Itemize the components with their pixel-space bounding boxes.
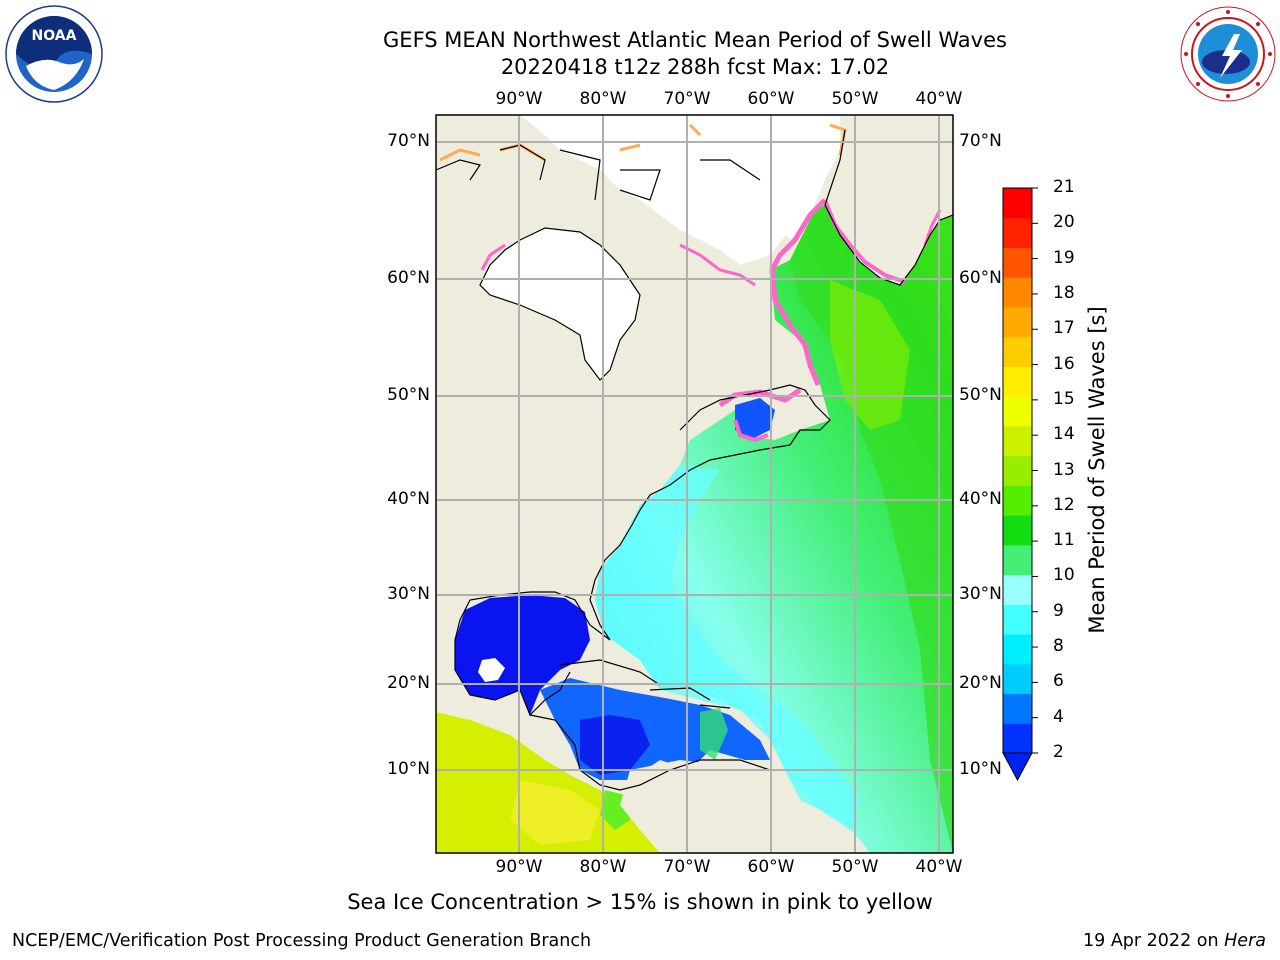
colorbar-segment [1003,455,1032,486]
colorbar-tick-label: 4 [1053,706,1064,727]
colorbar-tick-label: 19 [1053,247,1075,268]
map-field [436,115,953,853]
ice-edge-east-greenland [923,209,942,246]
colorbar-segment [1003,544,1032,576]
caribbean-dark-patch [580,715,650,775]
chart-title-line1: GEFS MEAN Northwest Atlantic Mean Period… [383,28,1007,52]
colorbar-segment [1003,188,1032,219]
lon-label-bottom-40w: 40°W [915,857,963,877]
lat-label-left-50n: 50°N [387,385,430,405]
colorbar-segment [1003,217,1032,248]
lat-label-right-70n: 70°N [959,131,1002,151]
lat-label-left-10n: 10°N [387,759,430,779]
lon-label-top-80w: 80°W [579,89,627,109]
colorbar-tick-label: 11 [1053,530,1075,551]
nws-logo-icon [1180,6,1276,102]
colorbar-tick-label: 15 [1053,388,1075,409]
lat-label-right-10n: 10°N [959,759,1002,779]
lon-label-bottom-70w: 70°W [663,857,711,877]
lat-label-left-70n: 70°N [387,131,430,151]
lat-label-right-40n: 40°N [959,489,1002,509]
footer-machine: Hera [1224,931,1266,951]
lat-label-right-50n: 50°N [959,385,1002,405]
colorbar-segment [1003,723,1032,754]
colorbar-tick-label: 18 [1053,282,1075,303]
graticule [436,115,953,853]
lat-label-right-60n: 60°N [959,268,1002,288]
lon-label-bottom-80w: 80°W [579,857,627,877]
footer-date: 19 Apr 2022 on Hera [1083,931,1266,951]
lon-label-bottom-90w: 90°W [495,857,543,877]
colorbar-segment [1003,604,1032,635]
colorbar-segment [1003,693,1032,724]
green-swell-band [790,205,953,853]
coastlines [436,129,953,791]
lon-label-bottom-50w: 50°W [831,857,879,877]
south-america-yellow-patch [510,780,600,845]
colorbar-tick-label: 9 [1053,600,1064,621]
gulf-white-patch [478,658,505,682]
lon-label-top-60w: 60°W [747,89,795,109]
lon-label-top-70w: 70°W [663,89,711,109]
colorbar-tick-label: 21 [1053,177,1075,197]
colorbar-tick-label: 13 [1053,459,1075,480]
lon-label-bottom-60w: 60°W [747,857,795,877]
colorbar-tick-label: 10 [1053,565,1075,586]
map-frame [435,114,954,854]
colorbar-segment [1003,485,1032,516]
colorbar-segment [1003,336,1032,367]
colorbar-tick-label: 16 [1053,353,1075,374]
colorbar-segment [1003,277,1032,308]
lat-label-left-20n: 20°N [387,673,430,693]
lat-label-left-60n: 60°N [387,268,430,288]
colorbar-segment [1003,247,1032,278]
ice-edge-gulf [733,419,769,443]
colorbar-tick-label: 8 [1053,636,1064,657]
colorbar-title: Mean Period of Swell Waves [s] [1085,306,1109,634]
noaa-logo-text: NOAA [32,28,77,44]
gulf-stlawrence-field [735,398,775,440]
sea-ice-caption: Sea Ice Concentration > 15% is shown in … [347,890,933,914]
colorbar-tick-label: 14 [1053,424,1075,445]
colorbar-segment [1003,396,1032,427]
colorbar-segment [1003,574,1032,605]
footer-date-text: 19 Apr 2022 on [1083,931,1225,951]
footer-credit: NCEP/EMC/Verification Post Processing Pr… [12,931,592,951]
lon-label-top-50w: 50°W [831,89,879,109]
colorbar-extend-arrow [1002,752,1033,782]
lat-label-left-40n: 40°N [387,489,430,509]
lon-label-top-40w: 40°W [915,89,963,109]
colorbar [1002,187,1038,782]
chart-title-line2: 20220418 t12z 288h fcst Max: 17.02 [500,55,890,79]
coastal-cyan-band [595,465,860,830]
colorbar-tick-label: 20 [1053,212,1075,233]
lat-label-right-20n: 20°N [959,673,1002,693]
caribbean-green-plume [700,708,728,760]
lat-label-right-30n: 30°N [959,584,1002,604]
colorbar-tick-label: 6 [1053,671,1064,692]
ice-edge-westhudson [480,243,506,271]
colorbar-segment [1003,306,1032,338]
arctic-channels-white [520,115,790,265]
south-america-land [620,760,865,853]
colorbar-tick-label: 2 [1053,742,1064,762]
colorbar-segment [1003,663,1032,695]
noaa-logo-icon: NOAA [5,5,103,103]
yellowgreen-patch [830,280,910,430]
colorbar-segment [1003,515,1032,546]
colorbar-tick-label: 12 [1053,494,1075,515]
lon-label-top-90w: 90°W [495,89,543,109]
colorbar-segment [1003,634,1032,665]
colorbar-segment [1003,425,1032,457]
lat-label-left-30n: 30°N [387,584,430,604]
ice-edge-labrador [769,198,827,386]
colorbar-segment [1003,366,1032,397]
colorbar-tick-label: 17 [1053,318,1075,339]
